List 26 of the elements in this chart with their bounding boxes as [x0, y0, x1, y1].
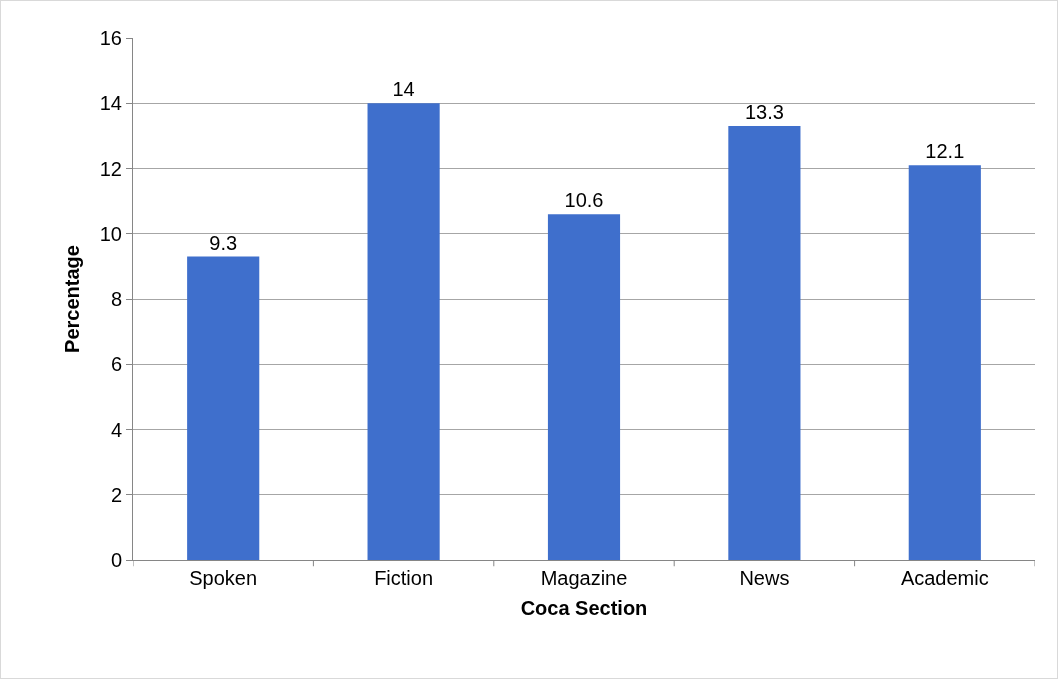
data-label: 13.3 [744, 101, 784, 124]
y-tick-label: 10 [99, 222, 122, 245]
data-label: 10.6 [564, 189, 604, 212]
y-axis-title: Percentage [61, 245, 84, 353]
y-tick-label: 16 [99, 27, 122, 49]
y-tick-label: 2 [110, 483, 122, 506]
x-tick-label: News [739, 567, 790, 589]
y-tick-label: 8 [110, 288, 122, 310]
x-tick-label: Magazine [540, 567, 628, 589]
x-axis-title: Coca Section [520, 596, 648, 619]
data-label: 12.1 [925, 140, 965, 163]
x-tick-label: Academic [900, 567, 989, 589]
y-tick-label: 4 [110, 418, 122, 441]
x-tick-label: Fiction [374, 567, 434, 589]
y-tick-label: 12 [99, 157, 122, 180]
data-label: 14 [392, 78, 415, 101]
data-label: 9.3 [209, 231, 238, 254]
y-tick-label: 6 [110, 353, 122, 376]
bar [187, 256, 260, 560]
bar [547, 214, 621, 560]
y-tick-label: 0 [110, 549, 122, 571]
y-tick-label: 14 [99, 92, 122, 115]
bar [908, 165, 981, 560]
bar [728, 126, 801, 560]
x-tick-label: Spoken [189, 567, 258, 589]
bar [367, 103, 440, 560]
